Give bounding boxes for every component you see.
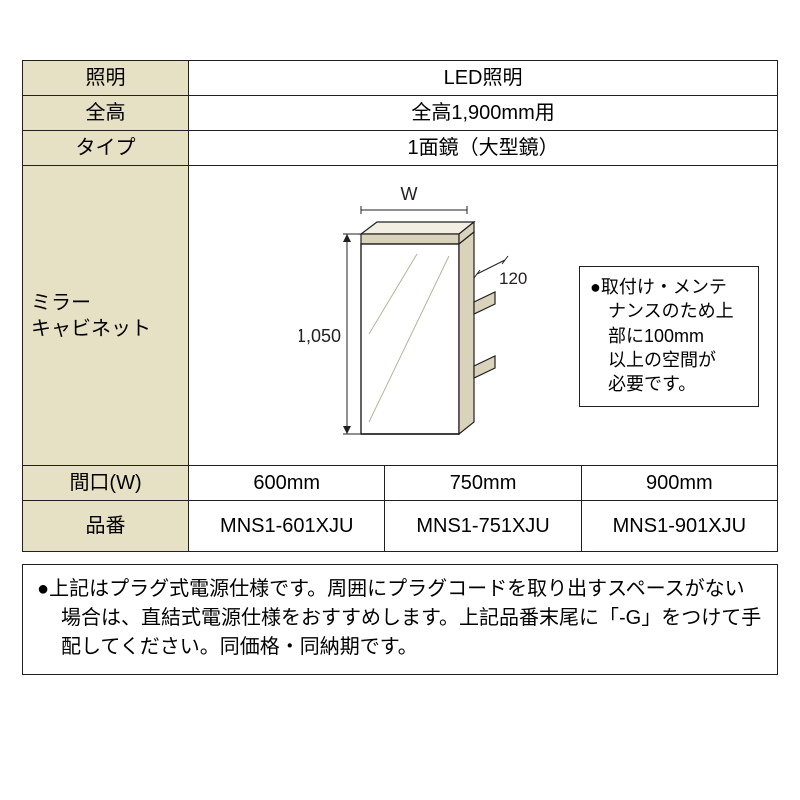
cabinet-diagram: W (299, 184, 529, 454)
height-label: 全高 (23, 96, 189, 131)
lighting-label: 照明 (23, 61, 189, 96)
type-label: タイプ (23, 131, 189, 166)
footnote-text: ●上記はプラグ式電源仕様です。周囲にプラグコードを取り出すスペースがない場合は、… (37, 575, 763, 662)
row-width: 間口(W) 600mm 750mm 900mm (23, 466, 778, 501)
width-900: 900mm (581, 466, 777, 501)
spec-table: 照明 LED照明 全高 全高1,900mm用 タイプ 1面鏡（大型鏡） ミラー … (22, 60, 778, 552)
install-note-box: ●取付け・メンテ ナンスのため上 部に100mm 以上の空間が 必要です。 (579, 266, 759, 407)
partno-600: MNS1-601XJU (189, 501, 385, 552)
row-diagram: ミラー キャビネット W (23, 166, 778, 466)
row-type: タイプ 1面鏡（大型鏡） (23, 131, 778, 166)
spec-sheet: 照明 LED照明 全高 全高1,900mm用 タイプ 1面鏡（大型鏡） ミラー … (22, 60, 778, 675)
note-l5: 必要です。 (590, 374, 696, 394)
partno-750: MNS1-751XJU (385, 501, 581, 552)
sidelabel-line1: ミラー (31, 292, 91, 314)
note-l3: 部に100mm (590, 326, 704, 346)
height-dim: 1,050 (299, 326, 341, 346)
note-l4: 以上の空間が (590, 350, 716, 370)
width-750: 750mm (385, 466, 581, 501)
row-height: 全高 全高1,900mm用 (23, 96, 778, 131)
height-value: 全高1,900mm用 (189, 96, 778, 131)
width-600: 600mm (189, 466, 385, 501)
mirror-cabinet-label: ミラー キャビネット (23, 166, 189, 466)
note-l1: ●取付け・メンテ (590, 277, 727, 297)
footnote-box: ●上記はプラグ式電源仕様です。周囲にプラグコードを取り出すスペースがない場合は、… (22, 564, 778, 675)
partno-900: MNS1-901XJU (581, 501, 777, 552)
sidelabel-line2: キャビネット (31, 318, 151, 340)
width-label: 間口(W) (23, 466, 189, 501)
type-value: 1面鏡（大型鏡） (189, 131, 778, 166)
depth-dim: 120 (499, 269, 527, 288)
row-partno: 品番 MNS1-601XJU MNS1-751XJU MNS1-901XJU (23, 501, 778, 552)
partno-label: 品番 (23, 501, 189, 552)
w-label: W (401, 184, 418, 204)
diagram-cell: W (189, 166, 778, 466)
diagram-wrap: W (189, 166, 777, 465)
row-lighting: 照明 LED照明 (23, 61, 778, 96)
lighting-value: LED照明 (189, 61, 778, 96)
note-l2: ナンスのため上 (590, 301, 734, 321)
